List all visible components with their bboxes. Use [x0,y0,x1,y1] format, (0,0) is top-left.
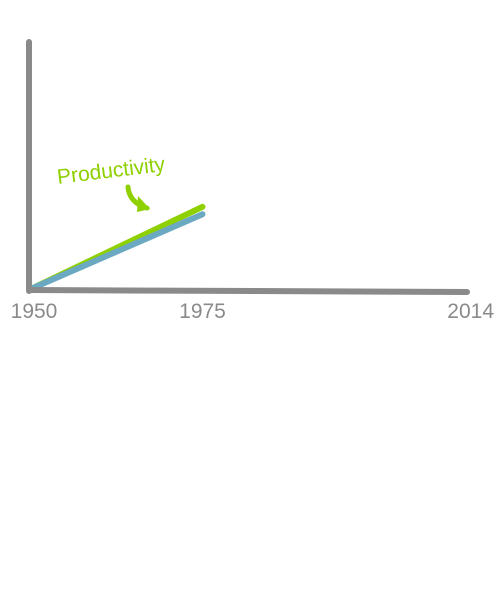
x-tick-labels: 1950 1975 2014 [11,300,495,323]
x-tick-label-1975: 1975 [179,300,226,323]
productivity-annotation: Productivity [56,153,167,212]
x-tick-label-1950: 1950 [11,300,58,323]
arrowhead-icon [137,196,150,212]
x-tick-label-2014: 2014 [447,300,494,323]
series-line-2 [30,211,206,291]
series-layer [30,203,206,291]
productivity-label: Productivity [56,153,167,189]
x-axis [26,287,470,295]
